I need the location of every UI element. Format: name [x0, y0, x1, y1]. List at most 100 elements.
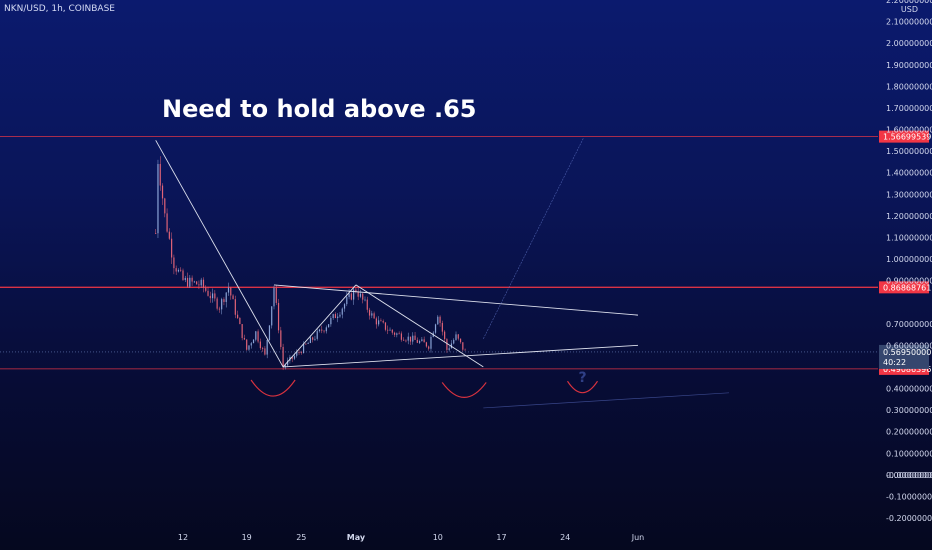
y-tick-label: -0.20000000 — [886, 514, 932, 523]
candle-body — [241, 324, 243, 339]
cup-arcs — [250, 379, 599, 398]
y-tick-label: 1.50000000 — [886, 147, 932, 156]
candle-body — [316, 331, 318, 339]
candle-body — [444, 331, 446, 340]
candle-body — [186, 277, 189, 287]
currency-label: USD — [901, 5, 918, 14]
candle-body — [298, 352, 300, 353]
candle-body — [407, 336, 409, 341]
candle-body — [371, 313, 373, 316]
candle-body — [164, 198, 166, 214]
candle-body — [441, 322, 443, 332]
candle-body — [223, 299, 225, 303]
level-badge-label: 0.49086396 — [883, 365, 931, 374]
candle-body — [348, 293, 350, 298]
candle-body — [275, 287, 277, 303]
candle-body — [234, 299, 236, 315]
candle-body — [196, 281, 198, 285]
trendline-lower-wedge — [283, 344, 639, 368]
candle-body — [337, 316, 339, 319]
candle-body — [328, 324, 330, 328]
candle-body — [250, 343, 252, 346]
x-tick-label: 10 — [433, 533, 443, 542]
candle-body — [302, 343, 305, 354]
question-mark: ? — [579, 370, 587, 386]
candle-body — [373, 313, 375, 319]
candle-body — [355, 289, 357, 292]
candle-body — [177, 269, 180, 272]
price-axis: 2.20000000 2.10000000 2.00000000 1.90000000… — [886, 0, 932, 523]
candle-body — [214, 293, 216, 299]
candle-body — [211, 293, 214, 299]
candle-body — [396, 333, 398, 335]
candle-body — [175, 268, 177, 272]
candle-body — [403, 339, 405, 341]
candle-body — [300, 352, 302, 354]
candle-body — [246, 339, 248, 350]
candle-body — [428, 346, 430, 349]
candle-body — [248, 345, 250, 350]
y-tick-label: -0.00000000 — [886, 471, 932, 480]
candle-body — [180, 269, 182, 271]
candle-body — [412, 335, 414, 342]
y-tick-label: 0.30000000 — [886, 406, 932, 415]
y-tick-label: 2.10000000 — [886, 18, 932, 27]
candle-body — [330, 318, 332, 325]
candle-body — [455, 334, 457, 340]
candle-body — [205, 287, 207, 291]
candle-body — [171, 238, 173, 258]
candle-body — [457, 334, 459, 339]
candle-body — [221, 299, 223, 310]
candle-body — [364, 299, 366, 301]
candle-body — [239, 317, 241, 325]
x-tick-label: May — [347, 533, 366, 542]
time-axis: 12 19 25 May 10 17 24 Jun — [178, 533, 644, 542]
candle-body — [173, 257, 175, 269]
candle-body — [307, 342, 309, 344]
headline: Need to hold above .65 — [162, 95, 476, 123]
candle-body — [405, 340, 407, 342]
candle-body — [312, 337, 314, 340]
candle-body — [448, 348, 450, 350]
x-tick-label: 17 — [496, 533, 506, 542]
candle-body — [421, 339, 423, 342]
candle-body — [446, 339, 448, 350]
candle-body — [191, 277, 193, 282]
last-price-label: 0.56950000 — [883, 348, 931, 357]
candle-body — [255, 331, 257, 340]
y-tick-label: -0.10000000 — [886, 492, 932, 501]
trendlines — [155, 137, 730, 409]
y-tick-label: 0.00000000 — [886, 471, 932, 480]
candle-body — [227, 287, 230, 293]
candle-body — [393, 332, 396, 335]
x-tick-label: 25 — [296, 533, 306, 542]
candle-body — [414, 335, 416, 340]
candle-body — [259, 341, 261, 349]
y-tick-label: 2.20000000 — [886, 0, 932, 5]
x-tick-label: 24 — [560, 533, 570, 542]
y-tick-label: 2.00000000 — [886, 39, 932, 48]
y-tick-label: 0.40000000 — [886, 385, 932, 394]
candle-body — [423, 339, 425, 343]
candle-body — [350, 293, 352, 300]
candle-body — [207, 290, 209, 296]
y-tick-label: 1.60000000 — [886, 126, 932, 135]
candle-body — [382, 321, 384, 323]
trendline-upper-wedge — [273, 284, 639, 316]
candle-body — [309, 337, 311, 343]
candle-body — [378, 320, 380, 325]
y-tick-label: 1.10000000 — [886, 233, 932, 242]
y-tick-label: 0.20000000 — [886, 428, 932, 437]
candle-body — [237, 314, 239, 318]
candle-body — [168, 231, 170, 239]
countdown-label: 40:22 — [883, 358, 906, 367]
candle-body — [323, 330, 325, 332]
y-tick-label: 1.80000000 — [886, 82, 932, 91]
candle-body — [464, 349, 466, 351]
level-badge-label: 1.56699539 — [883, 133, 931, 142]
candle-body — [341, 308, 343, 315]
candle-body — [296, 352, 298, 356]
candle-body — [216, 298, 218, 309]
candle-body — [305, 343, 307, 345]
